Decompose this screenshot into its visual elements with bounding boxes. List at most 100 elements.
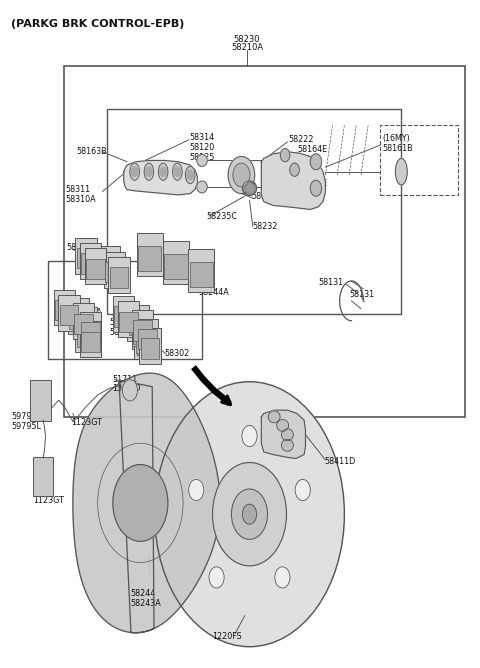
Text: (PARKG BRK CONTROL-EPB): (PARKG BRK CONTROL-EPB) bbox=[12, 19, 185, 29]
Circle shape bbox=[155, 381, 344, 647]
FancyBboxPatch shape bbox=[81, 331, 100, 352]
FancyBboxPatch shape bbox=[30, 380, 51, 422]
Circle shape bbox=[290, 163, 300, 176]
Text: 1351JD: 1351JD bbox=[112, 385, 140, 393]
FancyBboxPatch shape bbox=[164, 255, 188, 279]
Text: 58120: 58120 bbox=[189, 144, 215, 152]
FancyBboxPatch shape bbox=[76, 317, 95, 337]
Circle shape bbox=[160, 167, 167, 176]
FancyBboxPatch shape bbox=[137, 319, 158, 355]
Text: 59795R: 59795R bbox=[12, 412, 42, 422]
Bar bbox=[64, 65, 466, 417]
FancyBboxPatch shape bbox=[105, 262, 123, 283]
FancyBboxPatch shape bbox=[114, 307, 133, 327]
Polygon shape bbox=[261, 152, 325, 210]
Text: 58222: 58222 bbox=[289, 136, 314, 144]
Ellipse shape bbox=[268, 411, 280, 423]
Text: 58411D: 58411D bbox=[324, 457, 356, 466]
FancyBboxPatch shape bbox=[137, 232, 163, 277]
Ellipse shape bbox=[173, 163, 182, 180]
Circle shape bbox=[233, 163, 250, 187]
FancyBboxPatch shape bbox=[163, 240, 189, 285]
Text: 58302: 58302 bbox=[164, 349, 189, 358]
Bar bbox=[48, 261, 202, 359]
FancyBboxPatch shape bbox=[190, 263, 213, 287]
Circle shape bbox=[295, 480, 311, 500]
FancyBboxPatch shape bbox=[132, 313, 154, 349]
FancyBboxPatch shape bbox=[75, 238, 96, 274]
Circle shape bbox=[122, 379, 137, 401]
Ellipse shape bbox=[396, 158, 407, 185]
FancyBboxPatch shape bbox=[72, 303, 94, 339]
Text: 51711: 51711 bbox=[112, 375, 137, 383]
Text: 58235C: 58235C bbox=[207, 212, 238, 220]
Text: 58161B: 58161B bbox=[383, 144, 413, 153]
FancyBboxPatch shape bbox=[80, 312, 101, 348]
FancyBboxPatch shape bbox=[54, 289, 75, 325]
Ellipse shape bbox=[197, 181, 207, 193]
FancyBboxPatch shape bbox=[141, 338, 159, 359]
FancyBboxPatch shape bbox=[138, 246, 161, 271]
Text: 58232: 58232 bbox=[253, 222, 278, 231]
Bar bbox=[380, 126, 458, 195]
FancyBboxPatch shape bbox=[136, 333, 155, 353]
Circle shape bbox=[280, 148, 290, 162]
Text: 58125: 58125 bbox=[189, 153, 215, 162]
FancyBboxPatch shape bbox=[119, 312, 138, 332]
FancyBboxPatch shape bbox=[118, 301, 139, 337]
Ellipse shape bbox=[185, 166, 195, 184]
Text: 1123GT: 1123GT bbox=[72, 418, 102, 428]
Text: 58163B: 58163B bbox=[76, 147, 107, 156]
Circle shape bbox=[132, 167, 138, 176]
FancyBboxPatch shape bbox=[108, 257, 130, 293]
FancyBboxPatch shape bbox=[100, 257, 119, 277]
FancyBboxPatch shape bbox=[81, 323, 100, 343]
Polygon shape bbox=[261, 410, 305, 458]
Text: 58164E: 58164E bbox=[297, 179, 327, 188]
Circle shape bbox=[209, 567, 224, 588]
Ellipse shape bbox=[245, 184, 254, 192]
FancyBboxPatch shape bbox=[59, 295, 80, 331]
Ellipse shape bbox=[242, 181, 257, 196]
FancyBboxPatch shape bbox=[139, 328, 161, 364]
Text: 58244A: 58244A bbox=[66, 243, 96, 253]
Circle shape bbox=[228, 156, 255, 194]
Circle shape bbox=[242, 426, 257, 447]
FancyBboxPatch shape bbox=[68, 298, 89, 334]
Circle shape bbox=[310, 154, 322, 170]
FancyBboxPatch shape bbox=[74, 314, 93, 334]
Ellipse shape bbox=[158, 163, 168, 180]
Circle shape bbox=[145, 167, 152, 176]
Text: 58233: 58233 bbox=[252, 192, 277, 201]
FancyBboxPatch shape bbox=[80, 321, 101, 357]
FancyBboxPatch shape bbox=[55, 300, 74, 320]
FancyBboxPatch shape bbox=[133, 324, 152, 344]
Text: 58210A: 58210A bbox=[231, 43, 263, 52]
Ellipse shape bbox=[281, 440, 293, 452]
FancyBboxPatch shape bbox=[132, 310, 154, 346]
FancyBboxPatch shape bbox=[81, 253, 100, 274]
Text: 59795L: 59795L bbox=[12, 422, 41, 432]
FancyBboxPatch shape bbox=[75, 307, 96, 343]
Text: 1123GT: 1123GT bbox=[34, 496, 64, 506]
Circle shape bbox=[113, 464, 168, 541]
FancyBboxPatch shape bbox=[104, 252, 125, 288]
FancyBboxPatch shape bbox=[60, 305, 79, 325]
Text: 58244A: 58244A bbox=[72, 308, 102, 317]
Circle shape bbox=[310, 180, 322, 196]
FancyBboxPatch shape bbox=[134, 323, 156, 359]
Polygon shape bbox=[73, 373, 220, 633]
Circle shape bbox=[231, 489, 267, 539]
FancyBboxPatch shape bbox=[99, 246, 120, 283]
Ellipse shape bbox=[277, 420, 288, 432]
FancyBboxPatch shape bbox=[138, 329, 157, 349]
Polygon shape bbox=[124, 160, 197, 195]
Text: 58230: 58230 bbox=[234, 35, 260, 43]
Ellipse shape bbox=[130, 163, 139, 180]
Text: 58310A: 58310A bbox=[65, 195, 96, 204]
Text: (16MY): (16MY) bbox=[383, 134, 410, 143]
FancyBboxPatch shape bbox=[188, 248, 214, 292]
FancyBboxPatch shape bbox=[70, 309, 88, 329]
Ellipse shape bbox=[197, 154, 207, 166]
FancyBboxPatch shape bbox=[110, 267, 128, 288]
